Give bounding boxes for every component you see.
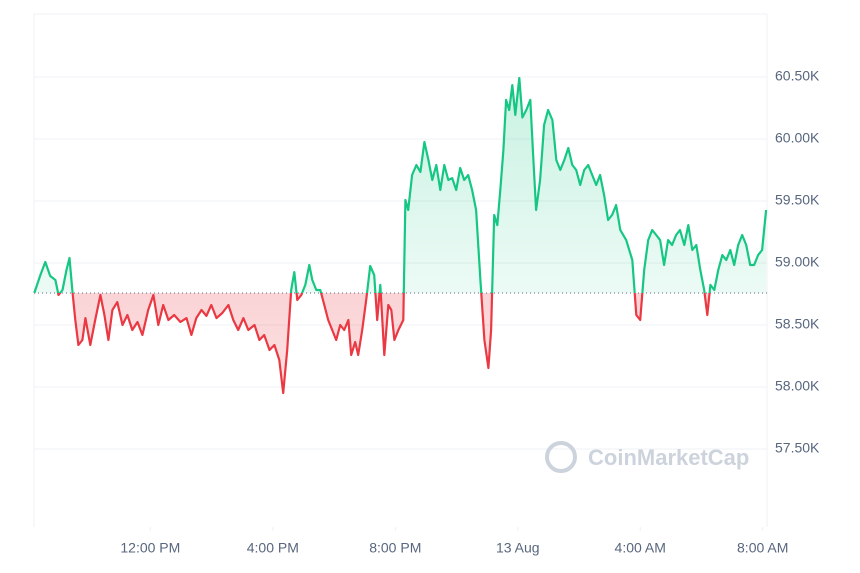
x-tick-label: 12:00 PM (120, 540, 180, 556)
x-tick-label: 4:00 AM (615, 540, 666, 556)
y-tick-label: 59.50K (775, 192, 820, 208)
x-tick-label: 13 Aug (496, 540, 540, 556)
y-tick-label: 59.00K (775, 254, 820, 270)
watermark: CoinMarketCap (545, 441, 749, 473)
y-tick-label: 60.00K (775, 130, 820, 146)
watermark-text: CoinMarketCap (588, 445, 749, 470)
y-tick-label: 58.00K (775, 378, 820, 394)
watermark-logo (545, 441, 577, 473)
x-tick-label: 4:00 PM (247, 540, 299, 556)
y-tick-label: 58.50K (775, 316, 820, 332)
price-line (33, 76, 768, 395)
y-tick-label: 60.50K (775, 68, 820, 84)
area-fill (34, 78, 767, 393)
x-tick-label: 8:00 PM (369, 540, 421, 556)
x-tick-label: 8:00 AM (737, 540, 788, 556)
y-tick-label: 57.50K (775, 440, 820, 456)
